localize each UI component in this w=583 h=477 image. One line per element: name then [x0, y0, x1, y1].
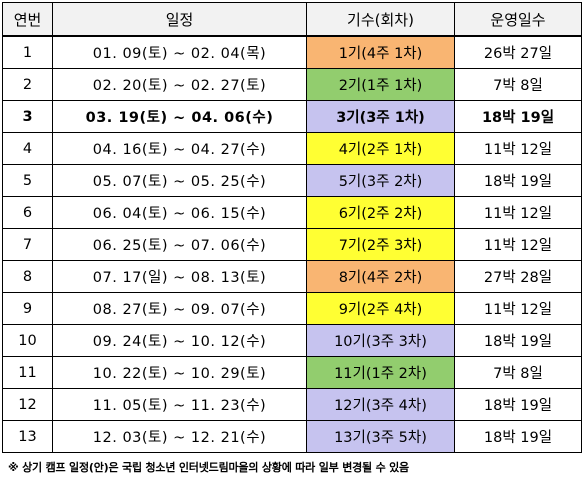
table-row: 9 08. 27(토) ~ 09. 07(수) 9기(2주 4차) 11박 12일: [2, 292, 582, 325]
row-number-cell: 4: [2, 132, 53, 165]
row-number-cell: 6: [2, 196, 53, 229]
header-schedule: 일정: [52, 2, 307, 37]
schedule-cell: 03. 19(토) ~ 04. 06(수): [52, 100, 307, 133]
session-cell: 10기(3주 3차): [306, 324, 455, 357]
camp-schedule-table: 연번 일정 기수(회차) 운영일수 1 01. 09(토) ~ 02. 04(목)…: [2, 2, 582, 453]
footnote: ※ 상기 캠프 일정(안)은 국립 청소년 인터넷드림마을의 상황에 따라 일부…: [8, 461, 409, 474]
session-cell: 3기(3주 1차): [306, 100, 455, 133]
header-duration: 운영일수: [454, 2, 582, 37]
header-no: 연번: [2, 2, 53, 37]
schedule-cell: 04. 16(토) ~ 04. 27(수): [52, 132, 307, 165]
duration-cell: 18박 19일: [454, 420, 582, 453]
schedule-cell: 02. 20(토) ~ 02. 27(토): [52, 68, 307, 101]
schedule-cell: 11. 05(토) ~ 11. 23(수): [52, 388, 307, 421]
table-row: 8 07. 17(일) ~ 08. 13(토) 8기(4주 2차) 27박 28일: [2, 260, 582, 293]
table-row: 5 05. 07(토) ~ 05. 25(수) 5기(3주 2차) 18박 19일: [2, 164, 582, 197]
schedule-cell: 12. 03(토) ~ 12. 21(수): [52, 420, 307, 453]
duration-cell: 7박 8일: [454, 68, 582, 101]
table-row: 12 11. 05(토) ~ 11. 23(수) 12기(3주 4차) 18박 19일: [2, 388, 582, 421]
duration-cell: 11박 12일: [454, 132, 582, 165]
row-number-cell: 3: [2, 100, 53, 133]
duration-cell: 18박 19일: [454, 100, 582, 133]
table-body: 1 01. 09(토) ~ 02. 04(목) 1기(4주 1차) 26박 27일 2 0…: [2, 35, 582, 453]
duration-cell: 11박 12일: [454, 292, 582, 325]
session-cell: 5기(3주 2차): [306, 164, 455, 197]
schedule-cell: 10. 22(토) ~ 10. 29(토): [52, 356, 307, 389]
row-number-cell: 13: [2, 420, 53, 453]
row-number-cell: 10: [2, 324, 53, 357]
row-number-cell: 1: [2, 35, 53, 69]
schedule-cell: 08. 27(토) ~ 09. 07(수): [52, 292, 307, 325]
session-cell: 6기(2주 2차): [306, 196, 455, 229]
session-cell: 7기(2주 3차): [306, 228, 455, 261]
table-row: 3 03. 19(토) ~ 04. 06(수) 3기(3주 1차) 18박 19일: [2, 100, 582, 133]
row-number-cell: 5: [2, 164, 53, 197]
session-cell: 4기(2주 1차): [306, 132, 455, 165]
table-row: 13 12. 03(토) ~ 12. 21(수) 13기(3주 5차) 18박 19일: [2, 420, 582, 453]
table-row: 1 01. 09(토) ~ 02. 04(목) 1기(4주 1차) 26박 27일: [2, 35, 582, 69]
session-cell: 8기(4주 2차): [306, 260, 455, 293]
duration-cell: 11박 12일: [454, 196, 582, 229]
row-number-cell: 12: [2, 388, 53, 421]
table-row: 7 06. 25(토) ~ 07. 06(수) 7기(2주 3차) 11박 12일: [2, 228, 582, 261]
schedule-cell: 07. 17(일) ~ 08. 13(토): [52, 260, 307, 293]
duration-cell: 7박 8일: [454, 356, 582, 389]
schedule-cell: 05. 07(토) ~ 05. 25(수): [52, 164, 307, 197]
header-session: 기수(회차): [306, 2, 455, 37]
row-number-cell: 2: [2, 68, 53, 101]
table-row: 11 10. 22(토) ~ 10. 29(토) 11기(1주 2차) 7박 8일: [2, 356, 582, 389]
schedule-cell: 06. 25(토) ~ 07. 06(수): [52, 228, 307, 261]
row-number-cell: 11: [2, 356, 53, 389]
table-row: 10 09. 24(토) ~ 10. 12(수) 10기(3주 3차) 18박 19일: [2, 324, 582, 357]
duration-cell: 26박 27일: [454, 35, 582, 69]
session-cell: 9기(2주 4차): [306, 292, 455, 325]
schedule-cell: 09. 24(토) ~ 10. 12(수): [52, 324, 307, 357]
session-cell: 11기(1주 2차): [306, 356, 455, 389]
table-header-row: 연번 일정 기수(회차) 운영일수: [2, 2, 582, 37]
table-row: 6 06. 04(토) ~ 06. 15(수) 6기(2주 2차) 11박 12일: [2, 196, 582, 229]
row-number-cell: 8: [2, 260, 53, 293]
session-cell: 12기(3주 4차): [306, 388, 455, 421]
table-row: 4 04. 16(토) ~ 04. 27(수) 4기(2주 1차) 11박 12일: [2, 132, 582, 165]
table-row: 2 02. 20(토) ~ 02. 27(토) 2기(1주 1차) 7박 8일: [2, 68, 582, 101]
duration-cell: 18박 19일: [454, 324, 582, 357]
duration-cell: 18박 19일: [454, 164, 582, 197]
row-number-cell: 9: [2, 292, 53, 325]
row-number-cell: 7: [2, 228, 53, 261]
schedule-cell: 01. 09(토) ~ 02. 04(목): [52, 35, 307, 69]
session-cell: 2기(1주 1차): [306, 68, 455, 101]
session-cell: 1기(4주 1차): [306, 35, 455, 69]
duration-cell: 18박 19일: [454, 388, 582, 421]
duration-cell: 11박 12일: [454, 228, 582, 261]
schedule-cell: 06. 04(토) ~ 06. 15(수): [52, 196, 307, 229]
duration-cell: 27박 28일: [454, 260, 582, 293]
session-cell: 13기(3주 5차): [306, 420, 455, 453]
